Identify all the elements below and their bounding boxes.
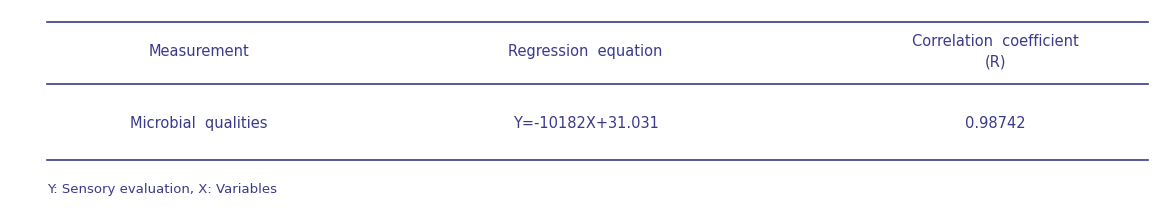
- Text: Regression  equation: Regression equation: [508, 44, 663, 59]
- Text: Y: Sensory evaluation, X: Variables: Y: Sensory evaluation, X: Variables: [47, 183, 276, 196]
- Text: Y=-10182X+31.031: Y=-10182X+31.031: [513, 116, 658, 131]
- Text: Microbial  qualities: Microbial qualities: [130, 116, 268, 131]
- Text: Correlation  coefficient
(R): Correlation coefficient (R): [912, 34, 1078, 69]
- Text: Measurement: Measurement: [149, 44, 249, 59]
- Text: 0.98742: 0.98742: [965, 116, 1026, 131]
